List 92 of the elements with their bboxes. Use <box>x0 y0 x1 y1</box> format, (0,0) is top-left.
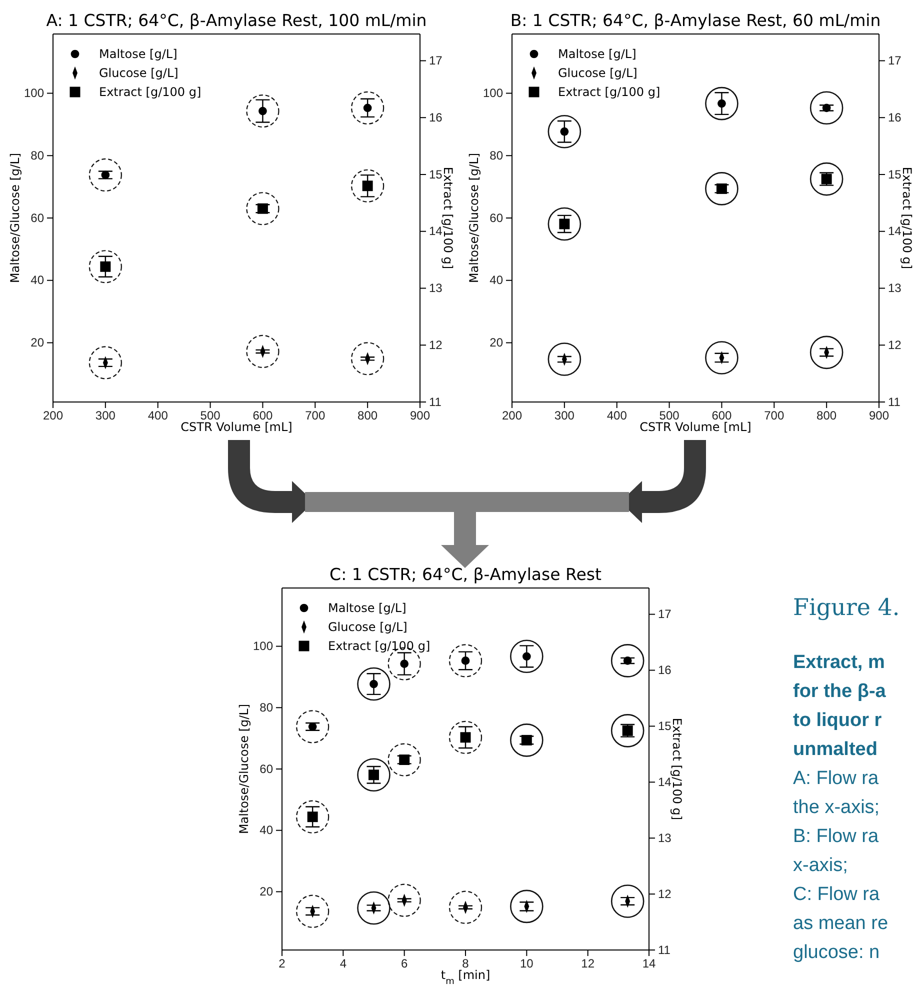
x-tick-label: 12 <box>581 956 595 971</box>
y2-tick-label: 15 <box>888 167 902 182</box>
x-tick-label: 900 <box>868 408 890 423</box>
y2-tick-label: 17 <box>888 54 902 68</box>
y2-tick-label: 13 <box>658 830 672 845</box>
y-tick-label: 20 <box>30 336 44 350</box>
y2-axis-title: Extract [g/100 g] <box>670 718 684 820</box>
legend-label: Extract [g/100 g] <box>99 85 202 99</box>
legend-label: Extract [g/100 g] <box>558 85 660 99</box>
y2-tick-label: 13 <box>429 281 443 296</box>
x-tick-label: 6 <box>400 956 408 971</box>
text: C: Flow ra <box>793 884 880 905</box>
x-tick-label: 700 <box>305 408 326 423</box>
legend-label: Maltose [g/L] <box>558 47 636 61</box>
x-tick-label: 400 <box>606 408 628 423</box>
y-axis-title: Maltose/Glucose [g/L] <box>467 152 481 284</box>
y-axis-title: Maltose/Glucose [g/L] <box>237 704 251 834</box>
y2-axis-title: Extract [g/100 g] <box>441 166 455 270</box>
legend-label: Maltose [g/L] <box>99 47 178 61</box>
x-tick-label: 4 <box>340 956 347 971</box>
x-tick-label: 900 <box>410 408 430 423</box>
y-tick-label: 80 <box>30 148 44 162</box>
y-axis-title: Maltose/Glucose [g/L] <box>8 152 22 284</box>
text: for the β-a <box>793 681 886 702</box>
text: Extract, m <box>793 652 885 673</box>
x-tick-label: 500 <box>200 408 221 423</box>
chart-title: A: 1 CSTR; 64°C, β-Amylase Rest, 100 mL/min <box>46 11 427 30</box>
y2-tick-label: 16 <box>888 110 902 124</box>
x-tick-label: 14 <box>642 956 656 971</box>
x-axis-title: CSTR Volume [mL] <box>180 420 292 434</box>
y2-tick-label: 15 <box>429 167 443 182</box>
x-tick-label: 200 <box>42 408 64 423</box>
text: unmalted <box>793 739 878 760</box>
x-tick-label: 200 <box>502 408 522 423</box>
x-tick-label: 600 <box>712 408 732 423</box>
x-tick-label: 300 <box>554 408 575 423</box>
text: B: Flow ra <box>793 826 879 847</box>
x-tick-label: 700 <box>764 408 784 423</box>
x-tick-label: 400 <box>148 408 168 423</box>
y2-tick-label: 12 <box>429 338 443 352</box>
text: Figure 4. <box>793 595 900 621</box>
x-tick-label: 8 <box>462 956 470 971</box>
y2-tick-label: 11 <box>658 942 671 957</box>
y-tick-label: 100 <box>24 86 44 100</box>
y2-tick-label: 14 <box>888 224 902 238</box>
x-tick-label: 2 <box>278 956 286 971</box>
legend-label: Glucose [g/L] <box>328 620 408 634</box>
y-tick-label: 40 <box>490 273 504 288</box>
x-tick-label: 800 <box>816 408 837 423</box>
y-tick-label: 80 <box>490 148 504 162</box>
y-tick-label: 40 <box>30 273 44 288</box>
chart-title: C: 1 CSTR; 64°C, β-Amylase Rest <box>330 565 602 584</box>
y2-tick-label: 17 <box>658 607 672 622</box>
y-tick-label: 100 <box>482 86 504 100</box>
legend-label: Glucose [g/L] <box>558 66 638 80</box>
y-tick-label: 100 <box>252 639 274 654</box>
y-tick-label: 80 <box>260 700 274 714</box>
y2-tick-label: 15 <box>658 719 672 734</box>
y2-tick-label: 11 <box>888 394 901 409</box>
y2-axis-title: Extract [g/100 g] <box>900 166 914 270</box>
text: to liquor r <box>793 710 882 731</box>
x-tick-label: 300 <box>95 408 116 423</box>
y2-tick-label: 11 <box>429 394 442 409</box>
text: as mean re <box>793 913 888 934</box>
legend-label: Maltose [g/L] <box>328 601 406 615</box>
chart-title: B: 1 CSTR; 64°C, β-Amylase Rest, 60 mL/min <box>510 11 881 30</box>
legend-label: Extract [g/100 g] <box>328 639 430 653</box>
x-axis-title: CSTR Volume [mL] <box>640 420 752 434</box>
y-tick-label: 60 <box>30 210 44 225</box>
y2-tick-label: 14 <box>658 774 672 789</box>
y2-tick-label: 16 <box>429 110 443 124</box>
x-tick-label: 500 <box>659 408 680 423</box>
text: glucose: n <box>793 942 880 963</box>
y-tick-label: 20 <box>490 336 504 350</box>
y-tick-label: 40 <box>260 823 274 838</box>
text: A: Flow ra <box>793 768 879 789</box>
y2-tick-label: 12 <box>658 886 672 901</box>
y2-tick-label: 13 <box>888 281 902 296</box>
text: x-axis; <box>793 855 848 876</box>
y-tick-label: 20 <box>260 884 274 899</box>
x-tick-label: 800 <box>358 408 378 423</box>
legend-label: Glucose [g/L] <box>99 66 178 80</box>
y2-tick-label: 14 <box>429 224 443 238</box>
x-axis-title: t$_{m}$ [min] <box>440 968 490 987</box>
text: the x-axis; <box>793 797 880 818</box>
y2-tick-label: 16 <box>658 663 672 678</box>
y-tick-label: 60 <box>490 210 504 225</box>
y2-tick-label: 12 <box>888 338 902 352</box>
x-tick-label: 10 <box>520 956 534 971</box>
x-tick-label: 600 <box>252 408 274 423</box>
y2-tick-label: 17 <box>429 54 443 68</box>
y-tick-label: 60 <box>260 762 274 776</box>
